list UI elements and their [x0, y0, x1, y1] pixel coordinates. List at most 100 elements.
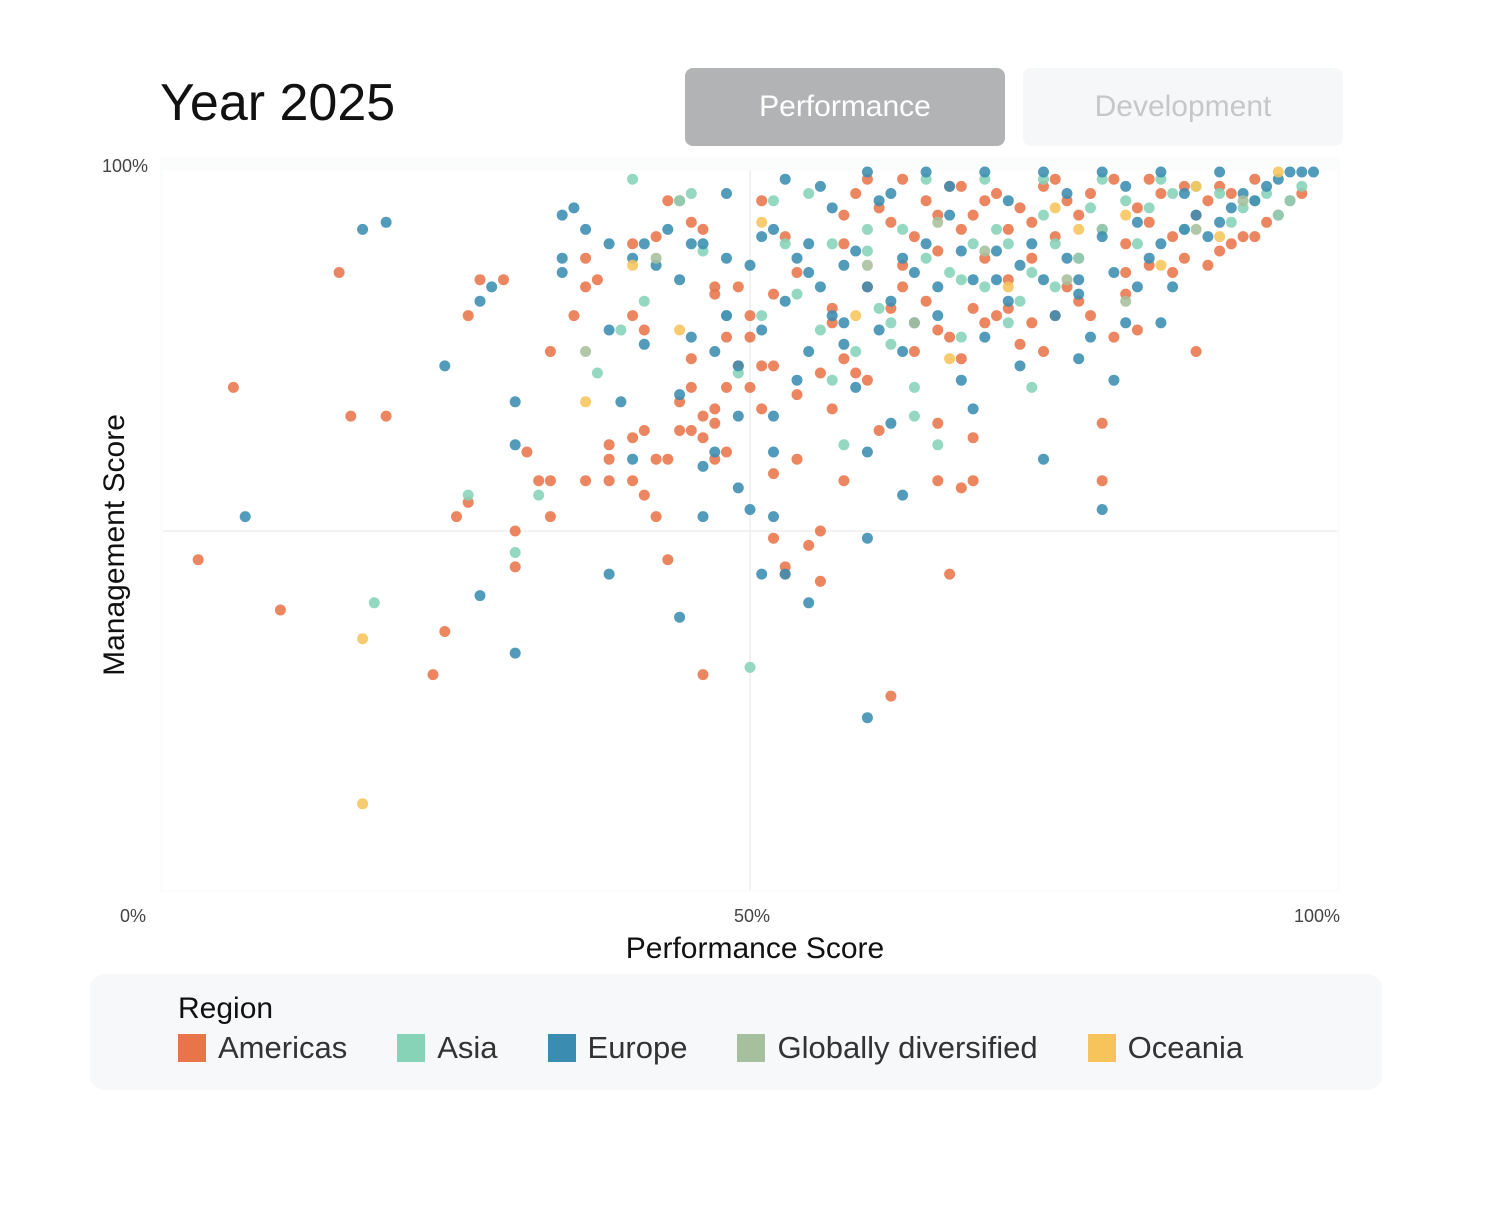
point-europe	[1155, 238, 1167, 250]
gridlines	[163, 170, 1337, 890]
point-americas	[814, 367, 826, 379]
point-americas	[638, 425, 650, 436]
point-asia	[1049, 281, 1061, 293]
point-americas	[791, 453, 803, 465]
legend-item-globally-diversified[interactable]: Globally diversified	[737, 1030, 1038, 1066]
point-americas	[333, 267, 345, 278]
point-europe	[1061, 252, 1073, 264]
point-americas	[756, 403, 768, 415]
point-americas	[768, 288, 779, 300]
point-americas	[991, 188, 1002, 199]
point-europe	[1038, 453, 1049, 465]
point-americas	[944, 568, 956, 580]
legend-label: Europe	[587, 1030, 688, 1065]
legend-item-americas[interactable]: Americas	[178, 1030, 347, 1066]
point-americas	[908, 346, 920, 357]
point-americas	[1085, 188, 1096, 199]
point-europe	[897, 489, 909, 501]
point-americas	[897, 173, 909, 185]
point-americas	[1120, 238, 1132, 250]
point-oceania	[357, 798, 369, 810]
point-asia	[1002, 238, 1014, 250]
point-globally-diversified	[650, 252, 662, 264]
point-americas	[1143, 173, 1155, 185]
point-americas	[1026, 317, 1038, 329]
point-americas	[1096, 417, 1108, 429]
point-americas	[1214, 245, 1226, 257]
point-europe	[826, 310, 838, 322]
point-americas	[345, 410, 357, 422]
x-tick-label: 100%	[1294, 906, 1340, 926]
legend-item-europe[interactable]: Europe	[547, 1030, 688, 1066]
point-europe	[721, 252, 732, 264]
point-oceania	[580, 396, 592, 408]
point-americas	[756, 360, 768, 372]
point-europe	[803, 267, 815, 278]
point-europe	[1143, 252, 1155, 264]
point-asia	[1131, 238, 1143, 250]
point-europe	[768, 223, 779, 235]
point-americas	[768, 532, 779, 544]
point-europe	[674, 274, 686, 286]
point-europe	[861, 712, 873, 724]
point-americas	[709, 403, 721, 415]
point-europe	[955, 374, 967, 386]
legend-title: Region	[178, 992, 274, 1025]
tab-performance[interactable]: Performance	[685, 68, 1005, 146]
point-europe	[697, 238, 709, 250]
point-americas	[627, 238, 639, 250]
point-americas	[697, 410, 709, 422]
point-americas	[908, 231, 920, 243]
point-americas	[650, 511, 662, 523]
point-americas	[568, 310, 580, 322]
point-europe	[1155, 317, 1167, 329]
point-asia	[861, 223, 873, 235]
point-americas	[509, 525, 521, 537]
point-europe	[885, 295, 897, 307]
point-europe	[603, 324, 615, 336]
point-americas	[955, 223, 967, 235]
point-americas	[603, 439, 615, 451]
point-europe	[814, 281, 826, 293]
tab-development[interactable]: Development	[1023, 68, 1343, 146]
point-asia	[627, 173, 639, 185]
point-americas	[791, 389, 803, 401]
point-oceania	[944, 353, 956, 365]
point-europe	[1225, 202, 1237, 214]
point-asia	[826, 238, 838, 250]
point-europe	[1108, 374, 1120, 386]
legend-item-oceania[interactable]: Oceania	[1087, 1030, 1243, 1066]
point-americas	[885, 690, 897, 702]
point-europe	[897, 346, 909, 357]
point-americas	[955, 482, 967, 494]
point-americas	[1167, 267, 1179, 278]
point-asia	[932, 439, 944, 451]
point-americas	[650, 453, 662, 465]
point-europe	[1049, 310, 1061, 322]
point-americas	[1143, 216, 1155, 228]
point-europe	[1155, 166, 1167, 178]
point-europe	[685, 238, 697, 250]
point-asia	[885, 338, 897, 350]
point-europe	[603, 568, 615, 580]
point-europe	[1214, 166, 1226, 178]
point-europe	[885, 417, 897, 429]
point-americas	[744, 381, 756, 393]
point-americas	[920, 195, 932, 207]
point-asia	[756, 310, 768, 322]
point-europe	[662, 223, 674, 235]
point-americas	[662, 554, 674, 566]
point-americas	[544, 511, 556, 523]
point-americas	[697, 223, 709, 235]
point-americas	[685, 425, 697, 436]
point-oceania	[674, 324, 686, 336]
point-oceania	[1214, 231, 1226, 243]
point-asia	[908, 410, 920, 422]
point-asia	[744, 661, 756, 673]
point-americas	[380, 410, 392, 422]
legend-item-asia[interactable]: Asia	[397, 1030, 498, 1066]
point-globally-diversified	[1120, 295, 1132, 307]
point-americas	[826, 403, 838, 415]
point-americas	[861, 374, 873, 386]
point-americas	[1178, 252, 1190, 264]
